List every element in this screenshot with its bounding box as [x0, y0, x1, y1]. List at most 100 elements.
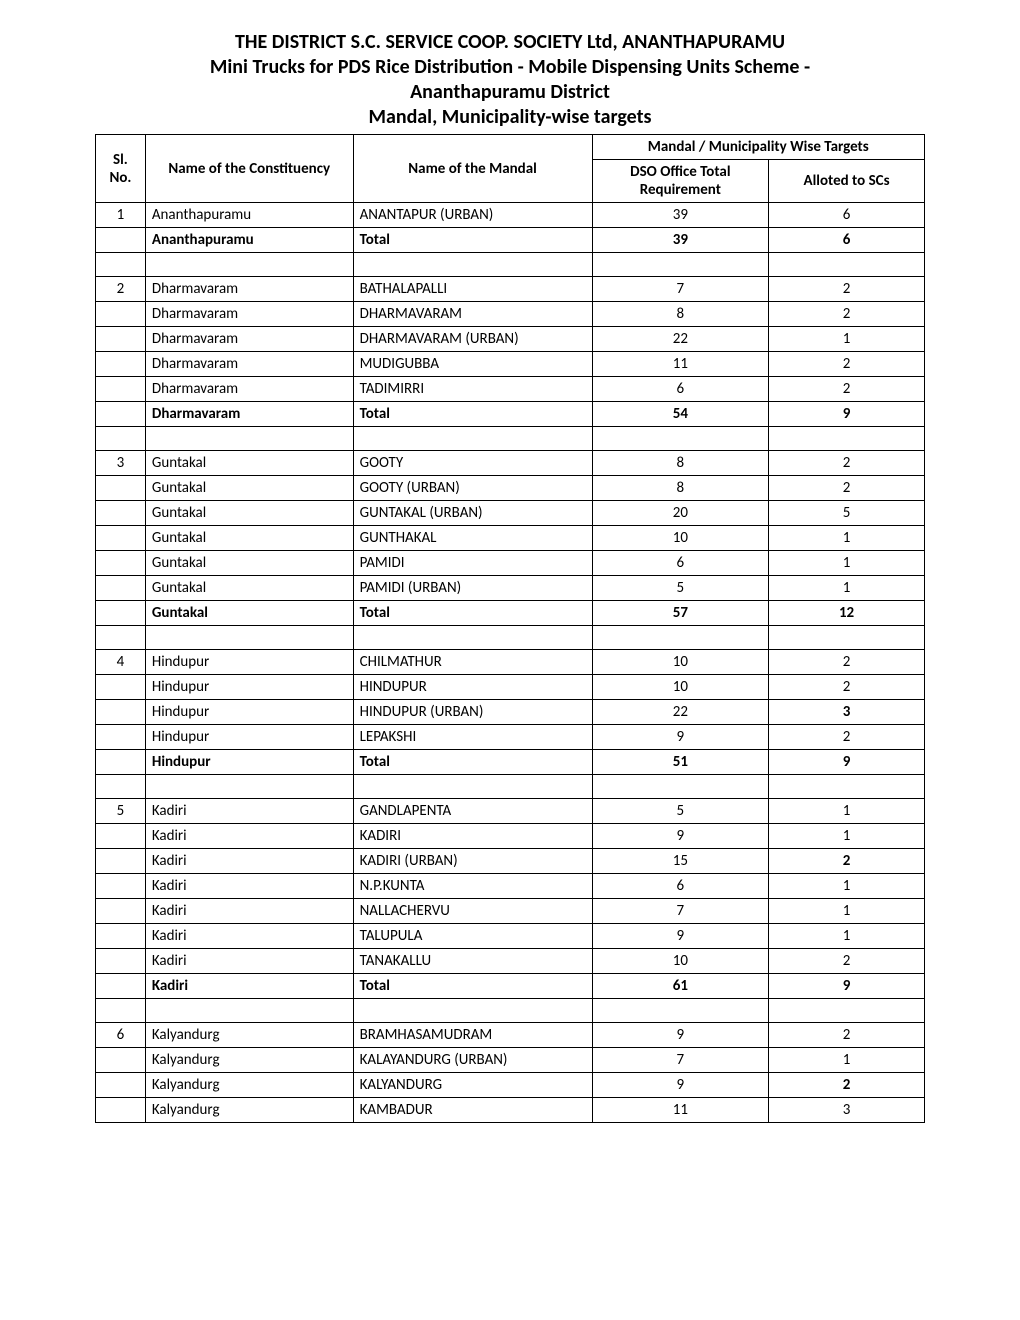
cell-mandal: GOOTY (URBAN)	[353, 476, 592, 501]
table-row: 1AnanthapuramuANANTAPUR (URBAN)396	[96, 203, 925, 228]
table-row: 6KalyandurgBRAMHASAMUDRAM92	[96, 1023, 925, 1048]
cell-sl: 1	[96, 203, 146, 228]
table-row: GuntakalTotal5712	[96, 601, 925, 626]
cell-sl	[96, 501, 146, 526]
cell-alloted: 6	[769, 203, 925, 228]
cell-alloted: 2	[769, 352, 925, 377]
cell-alloted: 1	[769, 526, 925, 551]
cell-requirement: 39	[592, 228, 769, 253]
cell-requirement: 10	[592, 949, 769, 974]
cell-sl	[96, 327, 146, 352]
targets-table: Sl. No. Name of the Constituency Name of…	[95, 134, 925, 1123]
cell-sl	[96, 924, 146, 949]
cell-requirement: 57	[592, 601, 769, 626]
cell-requirement: 10	[592, 650, 769, 675]
cell-requirement: 61	[592, 974, 769, 999]
spacer-cell	[96, 775, 146, 799]
cell-requirement: 51	[592, 750, 769, 775]
cell-mandal: GANDLAPENTA	[353, 799, 592, 824]
cell-constituency: Guntakal	[145, 601, 353, 626]
cell-constituency: Kalyandurg	[145, 1098, 353, 1123]
cell-mandal: GUNTAKAL (URBAN)	[353, 501, 592, 526]
table-row	[96, 253, 925, 277]
table-row: DharmavaramDHARMAVARAM (URBAN)221	[96, 327, 925, 352]
header-requirement: DSO Office Total Requirement	[592, 160, 769, 203]
cell-alloted: 1	[769, 924, 925, 949]
cell-sl	[96, 302, 146, 327]
cell-requirement: 54	[592, 402, 769, 427]
spacer-cell	[592, 427, 769, 451]
cell-constituency: Kadiri	[145, 799, 353, 824]
cell-constituency: Kadiri	[145, 949, 353, 974]
spacer-cell	[96, 626, 146, 650]
title-line1: THE DISTRICT S.C. SERVICE COOP. SOCIETY …	[95, 30, 925, 55]
table-row: DharmavaramTADIMIRRI62	[96, 377, 925, 402]
cell-mandal: KADIRI (URBAN)	[353, 849, 592, 874]
cell-mandal: TANAKALLU	[353, 949, 592, 974]
table-row: HindupurLEPAKSHI92	[96, 725, 925, 750]
table-row: KadiriTANAKALLU102	[96, 949, 925, 974]
table-row: KalyandurgKALYANDURG92	[96, 1073, 925, 1098]
cell-alloted: 2	[769, 1073, 925, 1098]
cell-alloted: 1	[769, 874, 925, 899]
spacer-cell	[145, 427, 353, 451]
cell-constituency: Dharmavaram	[145, 302, 353, 327]
spacer-cell	[769, 626, 925, 650]
spacer-cell	[592, 999, 769, 1023]
header-alloted: Alloted to SCs	[769, 160, 925, 203]
cell-mandal: N.P.KUNTA	[353, 874, 592, 899]
cell-mandal: HINDUPUR (URBAN)	[353, 700, 592, 725]
cell-mandal: PAMIDI (URBAN)	[353, 576, 592, 601]
title-line2: Mini Trucks for PDS Rice Distribution - …	[95, 55, 925, 80]
cell-requirement: 6	[592, 551, 769, 576]
cell-alloted: 2	[769, 849, 925, 874]
cell-sl	[96, 1098, 146, 1123]
cell-mandal: Total	[353, 228, 592, 253]
cell-constituency: Guntakal	[145, 526, 353, 551]
cell-mandal: DHARMAVARAM (URBAN)	[353, 327, 592, 352]
cell-sl	[96, 974, 146, 999]
cell-alloted: 2	[769, 949, 925, 974]
cell-sl	[96, 601, 146, 626]
table-row: DharmavaramMUDIGUBBA112	[96, 352, 925, 377]
cell-alloted: 2	[769, 675, 925, 700]
cell-alloted: 2	[769, 650, 925, 675]
header-sl: Sl. No.	[96, 135, 146, 203]
cell-sl	[96, 750, 146, 775]
spacer-cell	[96, 427, 146, 451]
cell-mandal: LEPAKSHI	[353, 725, 592, 750]
cell-constituency: Guntakal	[145, 476, 353, 501]
cell-sl	[96, 476, 146, 501]
cell-requirement: 10	[592, 526, 769, 551]
table-row: KadiriKADIRI (URBAN)152	[96, 849, 925, 874]
title-block: THE DISTRICT S.C. SERVICE COOP. SOCIETY …	[95, 30, 925, 130]
spacer-cell	[769, 253, 925, 277]
cell-requirement: 7	[592, 899, 769, 924]
cell-sl: 3	[96, 451, 146, 476]
cell-sl: 4	[96, 650, 146, 675]
cell-alloted: 2	[769, 1023, 925, 1048]
cell-requirement: 7	[592, 1048, 769, 1073]
cell-requirement: 8	[592, 302, 769, 327]
cell-alloted: 6	[769, 228, 925, 253]
cell-constituency: Dharmavaram	[145, 377, 353, 402]
cell-sl	[96, 352, 146, 377]
cell-alloted: 9	[769, 974, 925, 999]
spacer-cell	[592, 253, 769, 277]
cell-alloted: 5	[769, 501, 925, 526]
spacer-cell	[96, 253, 146, 277]
cell-mandal: Total	[353, 974, 592, 999]
cell-constituency: Dharmavaram	[145, 277, 353, 302]
cell-requirement: 7	[592, 277, 769, 302]
cell-alloted: 3	[769, 1098, 925, 1123]
cell-constituency: Kadiri	[145, 824, 353, 849]
cell-constituency: Hindupur	[145, 675, 353, 700]
cell-constituency: Ananthapuramu	[145, 228, 353, 253]
cell-alloted: 1	[769, 576, 925, 601]
cell-alloted: 9	[769, 402, 925, 427]
cell-mandal: ANANTAPUR (URBAN)	[353, 203, 592, 228]
cell-requirement: 9	[592, 1023, 769, 1048]
cell-constituency: Kadiri	[145, 899, 353, 924]
cell-requirement: 22	[592, 327, 769, 352]
cell-alloted: 2	[769, 476, 925, 501]
